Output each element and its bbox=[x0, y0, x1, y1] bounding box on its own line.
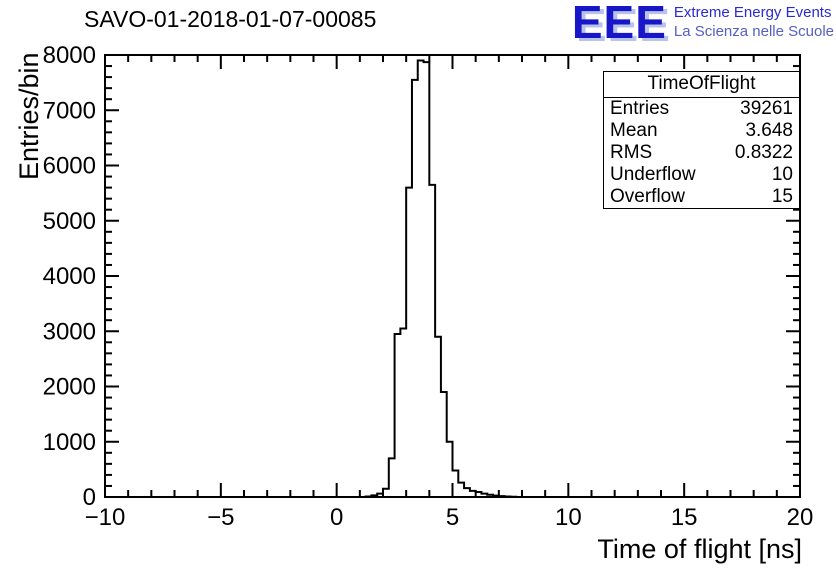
stats-value: 3.648 bbox=[745, 120, 793, 141]
eee-logo-text: Extreme Energy Events La Scienza nelle S… bbox=[674, 1, 834, 41]
x-axis-title: Time of flight [ns] bbox=[597, 534, 802, 564]
plot-title: SAVO-01-2018-01-07-00085 bbox=[84, 6, 377, 32]
stats-label: RMS bbox=[610, 142, 653, 163]
eee-logo-line1: Extreme Energy Events bbox=[673, 4, 832, 21]
stats-row-mean: Mean 3.648 bbox=[604, 120, 799, 142]
stats-row-rms: RMS 0.8322 bbox=[604, 142, 799, 164]
y-tick-label: 5000 bbox=[43, 208, 96, 235]
x-tick-label: 5 bbox=[446, 504, 459, 531]
x-tick-label: 20 bbox=[787, 504, 814, 531]
y-tick-label: 2000 bbox=[43, 374, 96, 401]
stats-value: 0.8322 bbox=[734, 142, 793, 163]
y-tick-label: 4000 bbox=[43, 263, 96, 290]
stats-label: Mean bbox=[610, 120, 658, 141]
x-tick-label: 15 bbox=[671, 504, 698, 531]
y-tick-label: 8000 bbox=[43, 42, 96, 69]
stats-box: TimeOfFlight Entries 39261 Mean 3.648 RM… bbox=[603, 71, 800, 209]
stats-row-underflow: Underflow 10 bbox=[604, 164, 799, 186]
y-axis-title: Entries/bin bbox=[14, 52, 44, 180]
y-tick-label: 3000 bbox=[43, 318, 96, 345]
stats-label: Entries bbox=[610, 98, 670, 119]
stats-row-entries: Entries 39261 bbox=[604, 98, 799, 120]
y-tick-label: 6000 bbox=[43, 153, 96, 180]
y-tick-label: 0 bbox=[83, 484, 96, 511]
eee-logo-line2: La Scienza nelle Scuole bbox=[673, 23, 834, 40]
stats-box-title: TimeOfFlight bbox=[604, 72, 799, 98]
x-tick-label: −5 bbox=[207, 504, 234, 531]
histogram-step-line bbox=[359, 59, 522, 498]
stats-row-overflow: Overflow 15 bbox=[604, 186, 799, 208]
stats-value: 10 bbox=[771, 164, 793, 185]
x-tick-label: 0 bbox=[330, 504, 343, 531]
stats-value: 39261 bbox=[740, 98, 793, 119]
stats-label: Overflow bbox=[610, 186, 685, 207]
x-tick-label: 10 bbox=[555, 504, 582, 531]
x-tick-label: −10 bbox=[85, 504, 126, 531]
y-tick-label: 1000 bbox=[43, 429, 96, 456]
eee-logo-acronym: EEE bbox=[571, 0, 667, 48]
stats-value: 15 bbox=[771, 186, 793, 207]
stats-label: Underflow bbox=[610, 164, 696, 185]
y-tick-label: 7000 bbox=[43, 97, 96, 124]
eee-logo: EEE Extreme Energy Events La Scienza nel… bbox=[571, 0, 834, 48]
